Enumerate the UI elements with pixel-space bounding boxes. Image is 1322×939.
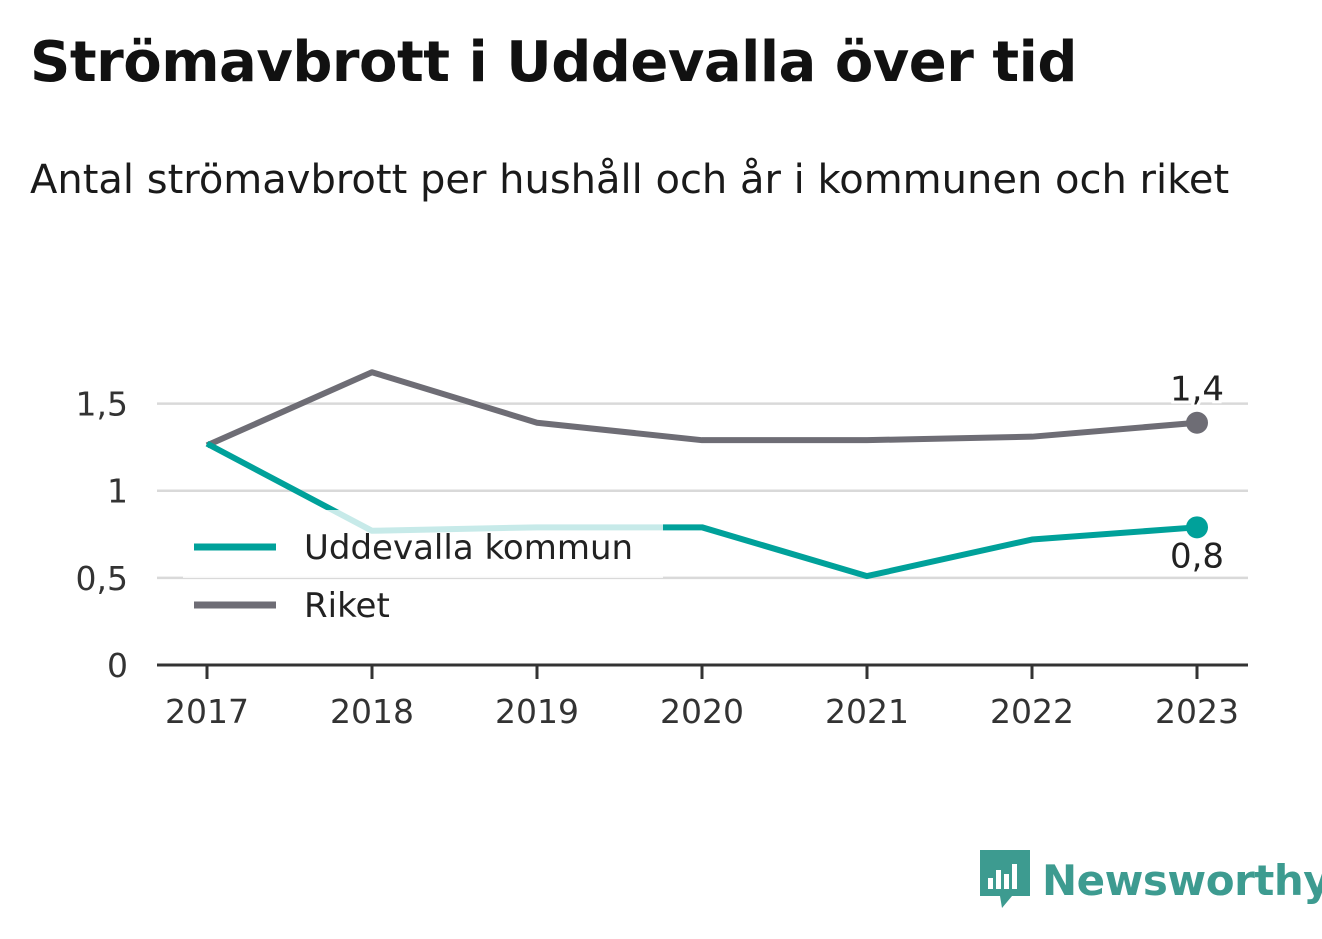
end-point bbox=[1186, 411, 1208, 434]
end-labels: 0,8 1,4 bbox=[1167, 367, 1227, 580]
chart-subtitle: Antal strömavbrott per hushåll och år i … bbox=[30, 157, 1230, 203]
x-tick-label: 2018 bbox=[330, 692, 414, 731]
chart-title: Strömavbrott i Uddevalla över tid bbox=[30, 30, 1077, 95]
axes: 0 0,5 1 1,5 2017 2018 2019 2020 2021 2022 2023 bbox=[76, 385, 1248, 731]
x-tick-label: 2020 bbox=[660, 692, 744, 731]
brand-name: Newsworthy bbox=[1042, 855, 1322, 905]
bar-chart-speech-bubble-icon bbox=[980, 850, 1030, 908]
x-tick-label: 2017 bbox=[165, 692, 249, 731]
x-tick-label: 2019 bbox=[495, 692, 579, 731]
brand-logo: Newsworthy bbox=[980, 850, 1322, 910]
y-tick-label: 1 bbox=[107, 472, 128, 511]
legend-label: Riket bbox=[304, 586, 390, 626]
y-tick-label: 1,5 bbox=[76, 385, 128, 424]
legend-label: Uddevalla kommun bbox=[304, 528, 633, 568]
data-label: 1,4 bbox=[1170, 370, 1224, 410]
data-label: 0,8 bbox=[1170, 536, 1224, 576]
legend: Uddevalla kommun Riket bbox=[183, 510, 663, 626]
y-tick-label: 0 bbox=[107, 646, 128, 685]
series-line-riket bbox=[205, 369, 1198, 449]
y-tick-label: 0,5 bbox=[76, 559, 128, 598]
x-tick-label: 2022 bbox=[990, 692, 1074, 731]
x-tick-label: 2023 bbox=[1155, 692, 1239, 731]
x-tick-label: 2021 bbox=[825, 692, 909, 731]
end-point bbox=[1186, 516, 1208, 539]
